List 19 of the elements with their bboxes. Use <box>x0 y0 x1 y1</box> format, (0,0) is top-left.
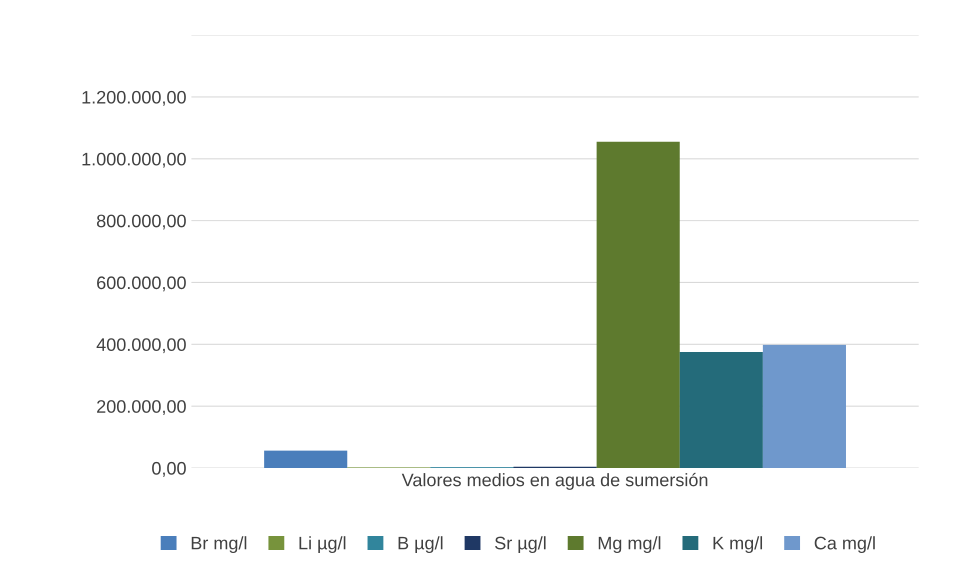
legend-label: Mg mg/l <box>598 536 660 554</box>
legend-label: Br mg/l <box>192 536 246 554</box>
legend-label: B µg/l <box>398 536 442 554</box>
legend-label: Li µg/l <box>300 536 346 554</box>
bar <box>680 352 763 468</box>
x-tick-label: Valores medios en agua de sumersión <box>402 472 708 490</box>
y-tick-label: 1.200.000,00 <box>82 90 186 106</box>
y-tick-label: 1.000.000,00 <box>82 152 186 168</box>
y-tick-label: 200.000,00 <box>97 400 186 416</box>
bar <box>264 450 348 468</box>
y-tick-label: 0,00 <box>152 462 186 477</box>
bar <box>596 142 680 468</box>
y-tick-label: 800.000,00 <box>96 214 186 230</box>
bar <box>762 344 846 468</box>
legend-label: K mg/l <box>714 536 762 554</box>
y-tick-label: 400.000,00 <box>96 338 186 354</box>
legend-label: Sr µg/l <box>495 536 546 554</box>
legend-label: Ca mg/l <box>814 536 875 554</box>
y-tick-label: 600.000,00 <box>97 276 186 292</box>
